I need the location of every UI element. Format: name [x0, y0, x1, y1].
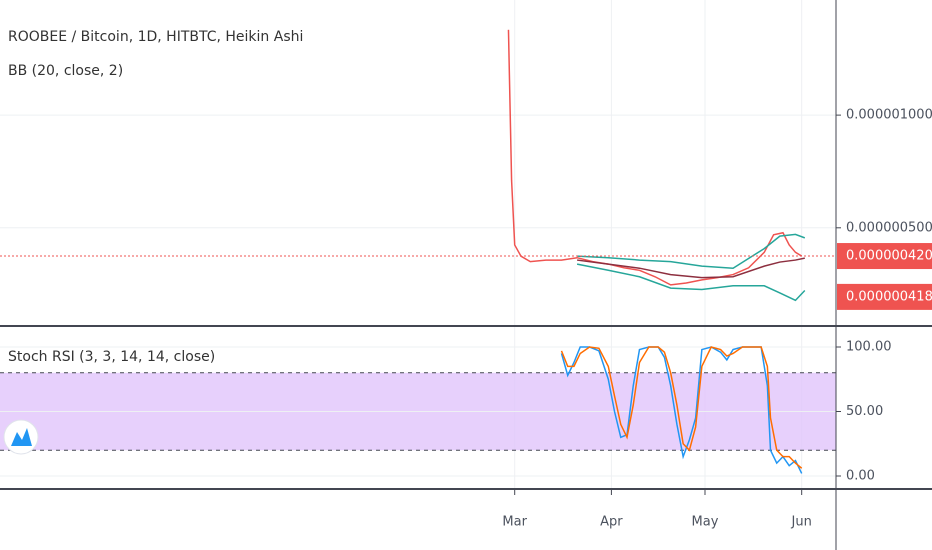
series-line	[577, 233, 806, 269]
y-tick-label: 0.00	[846, 469, 875, 484]
indicator-title: BB (20, close, 2)	[8, 63, 123, 79]
price-label-box	[837, 243, 932, 270]
indicator-title: Stoch RSI (3, 3, 14, 14, close)	[8, 349, 215, 365]
x-tick-label: Mar	[502, 515, 527, 530]
series-line	[560, 346, 803, 469]
y-tick-label: 50.00	[846, 404, 883, 419]
series-line	[576, 263, 806, 302]
y-tick-label: 100.00	[846, 339, 892, 354]
series-line	[576, 257, 805, 279]
price-label: 0.00000041809	[846, 289, 932, 304]
x-tick-label: Jun	[791, 515, 812, 530]
logo-circle[interactable]	[3, 419, 39, 455]
series-line	[560, 346, 803, 474]
price-label: 0.00000042027	[846, 249, 932, 264]
plot	[507, 29, 806, 474]
chart-title: ROOBEE / Bitcoin, 1D, HITBTC, Heikin Ash…	[8, 29, 303, 45]
x-tick-label: Apr	[600, 515, 623, 530]
x-tick-label: May	[692, 515, 719, 530]
series-line	[507, 29, 803, 286]
y-tick-label: 0.00000050000	[846, 220, 932, 235]
y-tick-label: 0.00000100000	[846, 108, 932, 123]
logo[interactable]	[3, 419, 39, 455]
price-label-box	[837, 283, 932, 310]
logo-icon[interactable]	[11, 428, 32, 446]
